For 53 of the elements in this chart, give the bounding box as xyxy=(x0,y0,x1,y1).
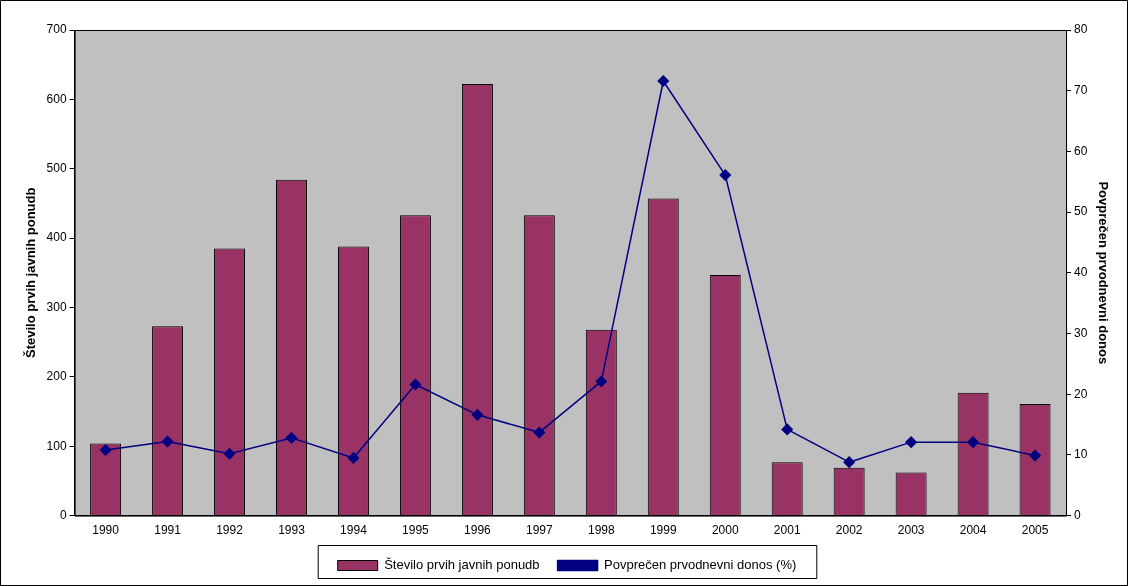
legend-label: Število prvih javnih ponudb xyxy=(384,557,540,573)
point xyxy=(99,444,112,456)
y-axis-title: Število prvih javnih ponudb xyxy=(23,187,39,359)
point xyxy=(719,169,731,181)
y-tick-label: 100 xyxy=(46,438,67,453)
y-tick-label: 600 xyxy=(46,91,67,106)
y2-tick-label: 60 xyxy=(1074,143,1088,158)
y2-axis-title: Povprečen prvodnevni donos xyxy=(1095,181,1111,365)
y2-tick-label: 40 xyxy=(1074,265,1088,280)
x-tick-label: 1994 xyxy=(340,523,368,538)
x-tick-label: 1997 xyxy=(526,523,554,538)
point xyxy=(285,432,298,444)
x-tick-label: 2001 xyxy=(773,523,801,538)
point xyxy=(161,435,174,448)
point xyxy=(657,75,670,87)
y2-tick-label: 80 xyxy=(1074,22,1088,37)
y-tick-label: 700 xyxy=(46,22,67,37)
point xyxy=(223,447,236,460)
x-tick-label: 1993 xyxy=(278,523,306,538)
x-tick-label: 1996 xyxy=(464,523,492,538)
point xyxy=(781,423,793,436)
x-tick-label: 1990 xyxy=(92,523,120,538)
x-tick-label: 2003 xyxy=(897,523,925,538)
y-tick-label: 400 xyxy=(46,230,67,245)
y2-tick-label: 30 xyxy=(1074,325,1088,340)
x-tick-label: 1999 xyxy=(649,523,677,538)
x-tick-label: 1998 xyxy=(587,523,615,538)
y2-tick-label: 20 xyxy=(1074,386,1088,401)
x-tick-label: 2002 xyxy=(835,523,863,538)
point xyxy=(905,436,917,448)
x-tick-label: 2000 xyxy=(711,523,739,538)
point xyxy=(843,456,855,468)
point xyxy=(533,426,546,439)
point xyxy=(471,409,484,421)
point xyxy=(409,378,422,391)
x-tick-label: 2005 xyxy=(1021,523,1049,538)
point xyxy=(347,452,360,464)
point xyxy=(595,375,608,388)
y2-tick-label: 70 xyxy=(1074,83,1088,98)
x-tick-label: 2004 xyxy=(959,523,987,538)
x-tick-label: 1991 xyxy=(154,523,182,538)
point xyxy=(1029,449,1041,462)
y2-tick-label: 10 xyxy=(1074,447,1088,462)
point xyxy=(967,436,979,448)
x-tick-label: 1992 xyxy=(216,523,244,538)
x-tick-label: 1995 xyxy=(402,523,430,538)
y-tick-label: 0 xyxy=(59,507,67,522)
y-tick-label: 200 xyxy=(46,369,67,384)
legend-label: Povprečen prvodnevni donos (%) xyxy=(604,557,797,573)
y2-tick-label: 0 xyxy=(1074,507,1082,522)
y2-tick-label: 50 xyxy=(1074,204,1088,219)
y-tick-label: 500 xyxy=(46,161,67,176)
y-tick-label: 300 xyxy=(46,299,67,314)
